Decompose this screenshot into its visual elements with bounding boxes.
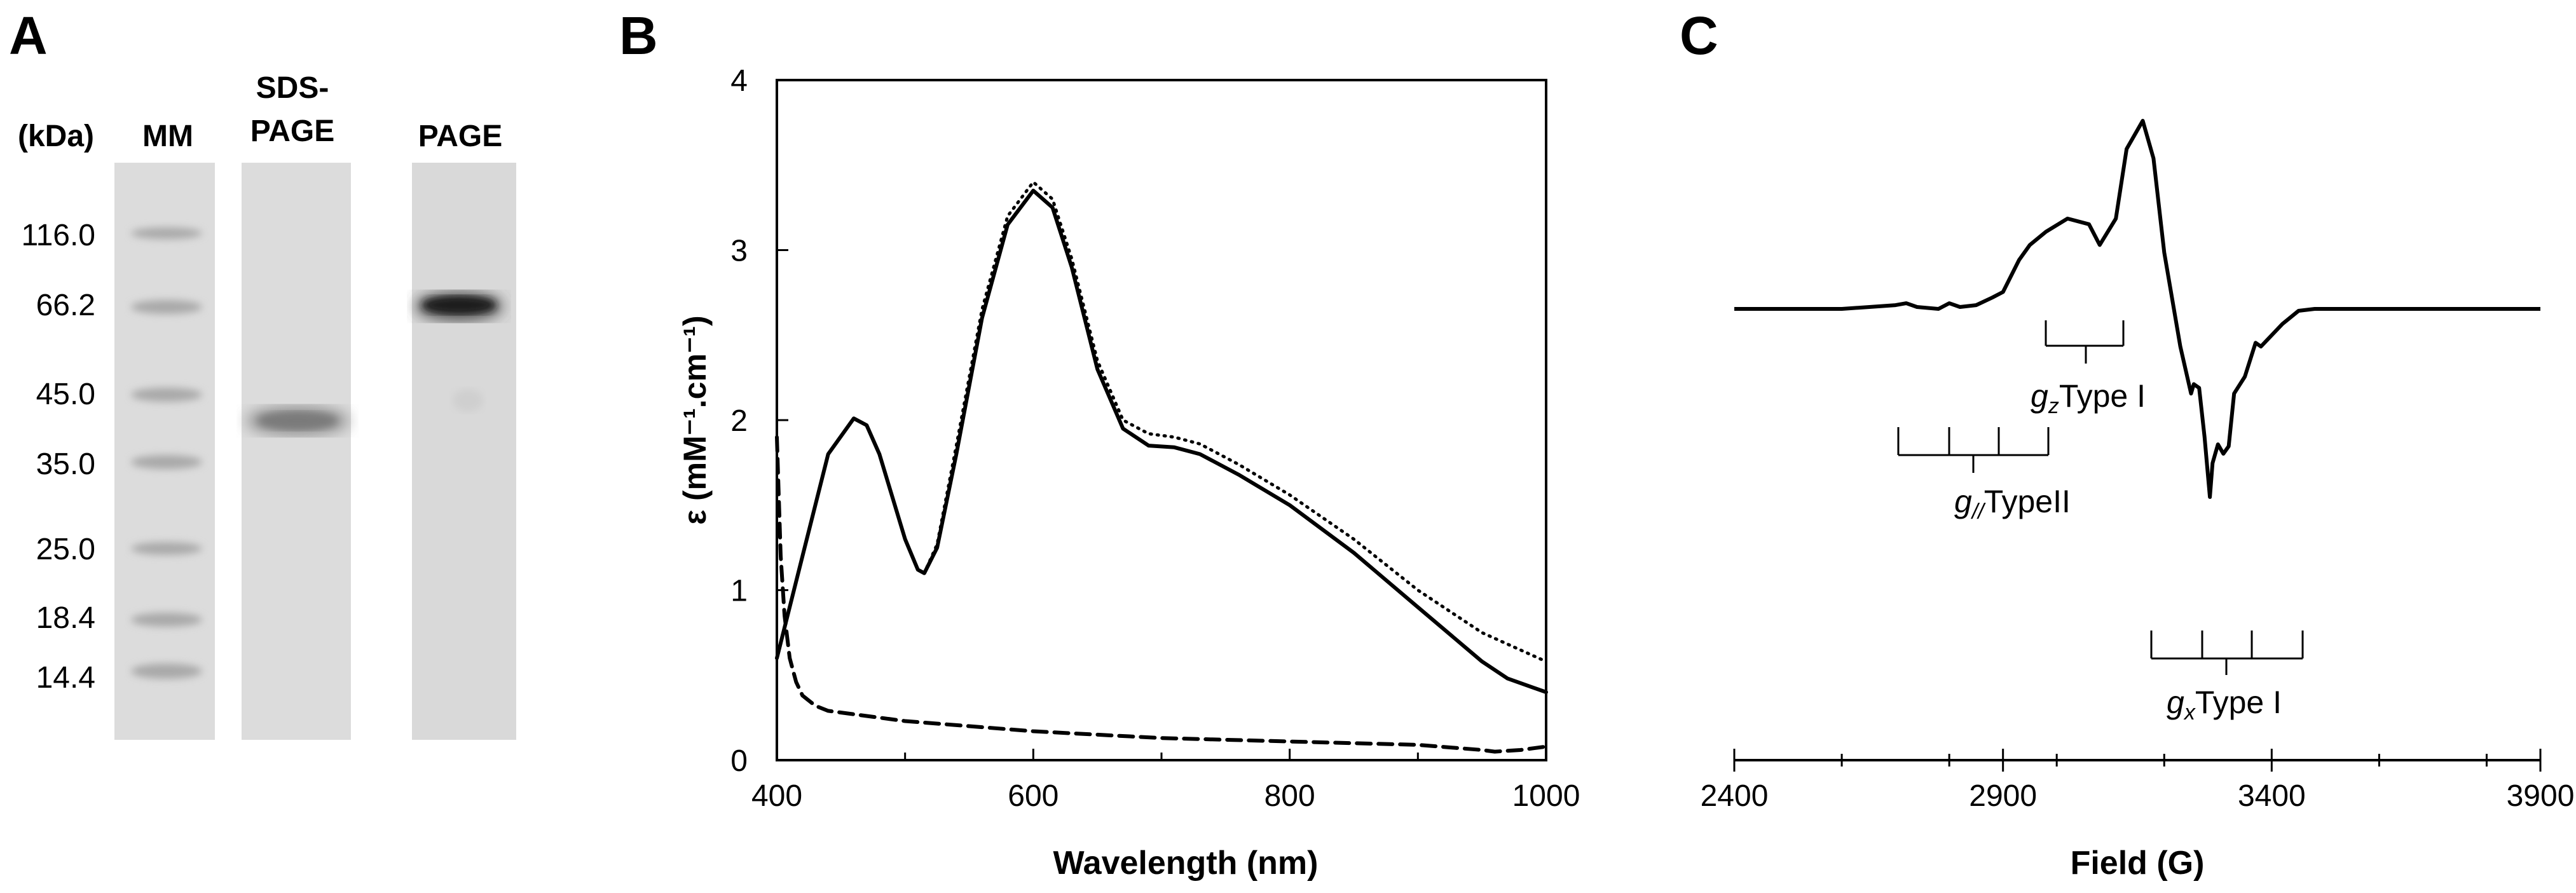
c-xlabel: Field (G) bbox=[2071, 845, 2205, 882]
marker-35: 35.0 bbox=[36, 447, 95, 481]
c-xtick-label: 2400 bbox=[1701, 779, 1769, 813]
panel-a-gel: (kDa) MM SDS- PAGE PAGE 116.0 66.2 45.0 … bbox=[18, 71, 516, 740]
b-ytick-label: 1 bbox=[730, 575, 748, 608]
b-series-dotted bbox=[916, 181, 1548, 664]
c-series-epr bbox=[1734, 119, 2540, 499]
gpar-stick-diagram bbox=[1897, 427, 2050, 473]
panel-label-b: B bbox=[619, 6, 658, 65]
marker-66: 66.2 bbox=[36, 289, 95, 322]
plot-frame-b bbox=[776, 79, 1547, 761]
marker-14: 14.4 bbox=[36, 661, 95, 695]
b-series-dashed bbox=[775, 435, 1548, 754]
c-xtick-label: 2900 bbox=[1969, 779, 2037, 813]
panel-label-c: C bbox=[1680, 6, 1718, 65]
b-xtick-label: 800 bbox=[1264, 779, 1315, 813]
marker-25: 25.0 bbox=[36, 533, 95, 566]
panel-label-a: A bbox=[9, 6, 48, 65]
b-ytick-label: 4 bbox=[730, 64, 748, 98]
kda-label: (kDa) bbox=[18, 119, 94, 153]
gpar-annotation: g//TypeII bbox=[1954, 484, 2071, 524]
gel-lane-mm bbox=[114, 163, 215, 740]
gz-stick-diagram bbox=[2045, 320, 2125, 364]
lane-label-page: PAGE bbox=[418, 119, 502, 153]
marker-bands bbox=[131, 228, 202, 679]
b-ytick-label: 2 bbox=[730, 404, 748, 438]
lane-label-sds-line1: SDS- bbox=[256, 71, 329, 105]
b-xtick-label: 600 bbox=[1008, 779, 1058, 813]
marker-116: 116.0 bbox=[21, 219, 95, 252]
lane-label-mm: MM bbox=[142, 119, 193, 153]
b-series-solid bbox=[775, 188, 1548, 694]
c-xtick-label: 3400 bbox=[2238, 779, 2306, 813]
panel-c-chart: 2400 2900 3400 3900 Field (G) gzType I g//T… bbox=[1701, 119, 2575, 882]
b-xlabel: Wavelength (nm) bbox=[1053, 845, 1319, 882]
b-ylabel: ε (mM⁻¹.cm⁻¹) bbox=[677, 315, 713, 524]
gel-lane-sds-page bbox=[242, 163, 351, 740]
marker-45: 45.0 bbox=[36, 378, 95, 411]
b-xtick-label: 1000 bbox=[1512, 779, 1580, 813]
gz-annotation: gzType I bbox=[2031, 378, 2146, 418]
b-ytick-label: 3 bbox=[730, 235, 748, 268]
gx-stick-diagram bbox=[2150, 631, 2304, 675]
marker-18: 18.4 bbox=[36, 601, 95, 635]
panel-b-chart: 400 600 800 1000 0 1 2 3 4 Wavelength (nm) ε (mM… bbox=[677, 64, 1580, 882]
b-ytick-label: 0 bbox=[730, 744, 748, 778]
b-xtick-label: 400 bbox=[751, 779, 802, 813]
gx-annotation: gxType I bbox=[2167, 685, 2282, 725]
lane-label-sds-line2: PAGE bbox=[250, 114, 334, 148]
c-xtick-label: 3900 bbox=[2507, 779, 2575, 813]
gel-lane-page bbox=[412, 163, 516, 740]
